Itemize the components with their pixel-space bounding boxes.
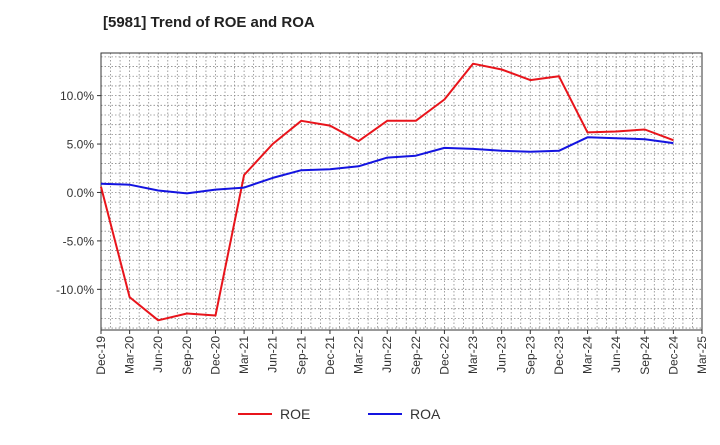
x-tick-label: Jun-24 [609,336,623,373]
x-tick-label: Sep-21 [294,336,308,375]
grid [101,53,702,330]
x-tick-label: Mar-22 [352,336,366,374]
x-tick-label: Jun-21 [266,336,280,373]
x-tick-label: Sep-24 [638,336,652,375]
y-tick-label: 10.0% [60,89,94,103]
y-tick-label: -5.0% [63,234,95,248]
y-tick-label: 5.0% [67,138,95,152]
x-tick-label: Mar-23 [466,336,480,374]
x-tick-label: Mar-24 [581,336,595,374]
plot-border [100,52,703,331]
x-tick-label: Dec-19 [94,336,108,375]
series-line-roe [100,62,674,322]
x-tick-label: Sep-22 [409,336,423,375]
x-tick-label: Sep-23 [523,336,537,375]
x-tick-label: Dec-24 [666,336,680,375]
x-tick-label: Mar-20 [123,336,137,374]
x-tick-label: Dec-20 [208,336,222,375]
x-tick-label: Dec-22 [437,336,451,375]
chart-title: [5981] Trend of ROE and ROA [103,14,315,31]
x-tick-label: Mar-21 [237,336,251,374]
y-tick-label: -10.0% [56,283,94,297]
y-tick-label: 0.0% [67,186,95,200]
legend-label-roe: ROE [280,406,310,422]
series-line-roa [100,136,674,195]
x-tick-label: Jun-22 [380,336,394,373]
series-lines [100,62,674,322]
x-tick-label: Mar-25 [695,336,709,374]
x-tick-label: Jun-20 [151,336,165,373]
legend: ROE ROA [238,406,441,422]
x-tick-label: Dec-21 [323,336,337,375]
legend-label-roa: ROA [410,406,441,422]
x-tick-label: Sep-20 [180,336,194,375]
x-tick-label: Dec-23 [552,336,566,375]
axes: 10.0% 5.0% 0.0% -5.0% -10.0% Dec-19 Mar-20 Jun-… [56,52,709,375]
x-tick-label: Jun-23 [495,336,509,373]
plot-area [101,53,702,330]
